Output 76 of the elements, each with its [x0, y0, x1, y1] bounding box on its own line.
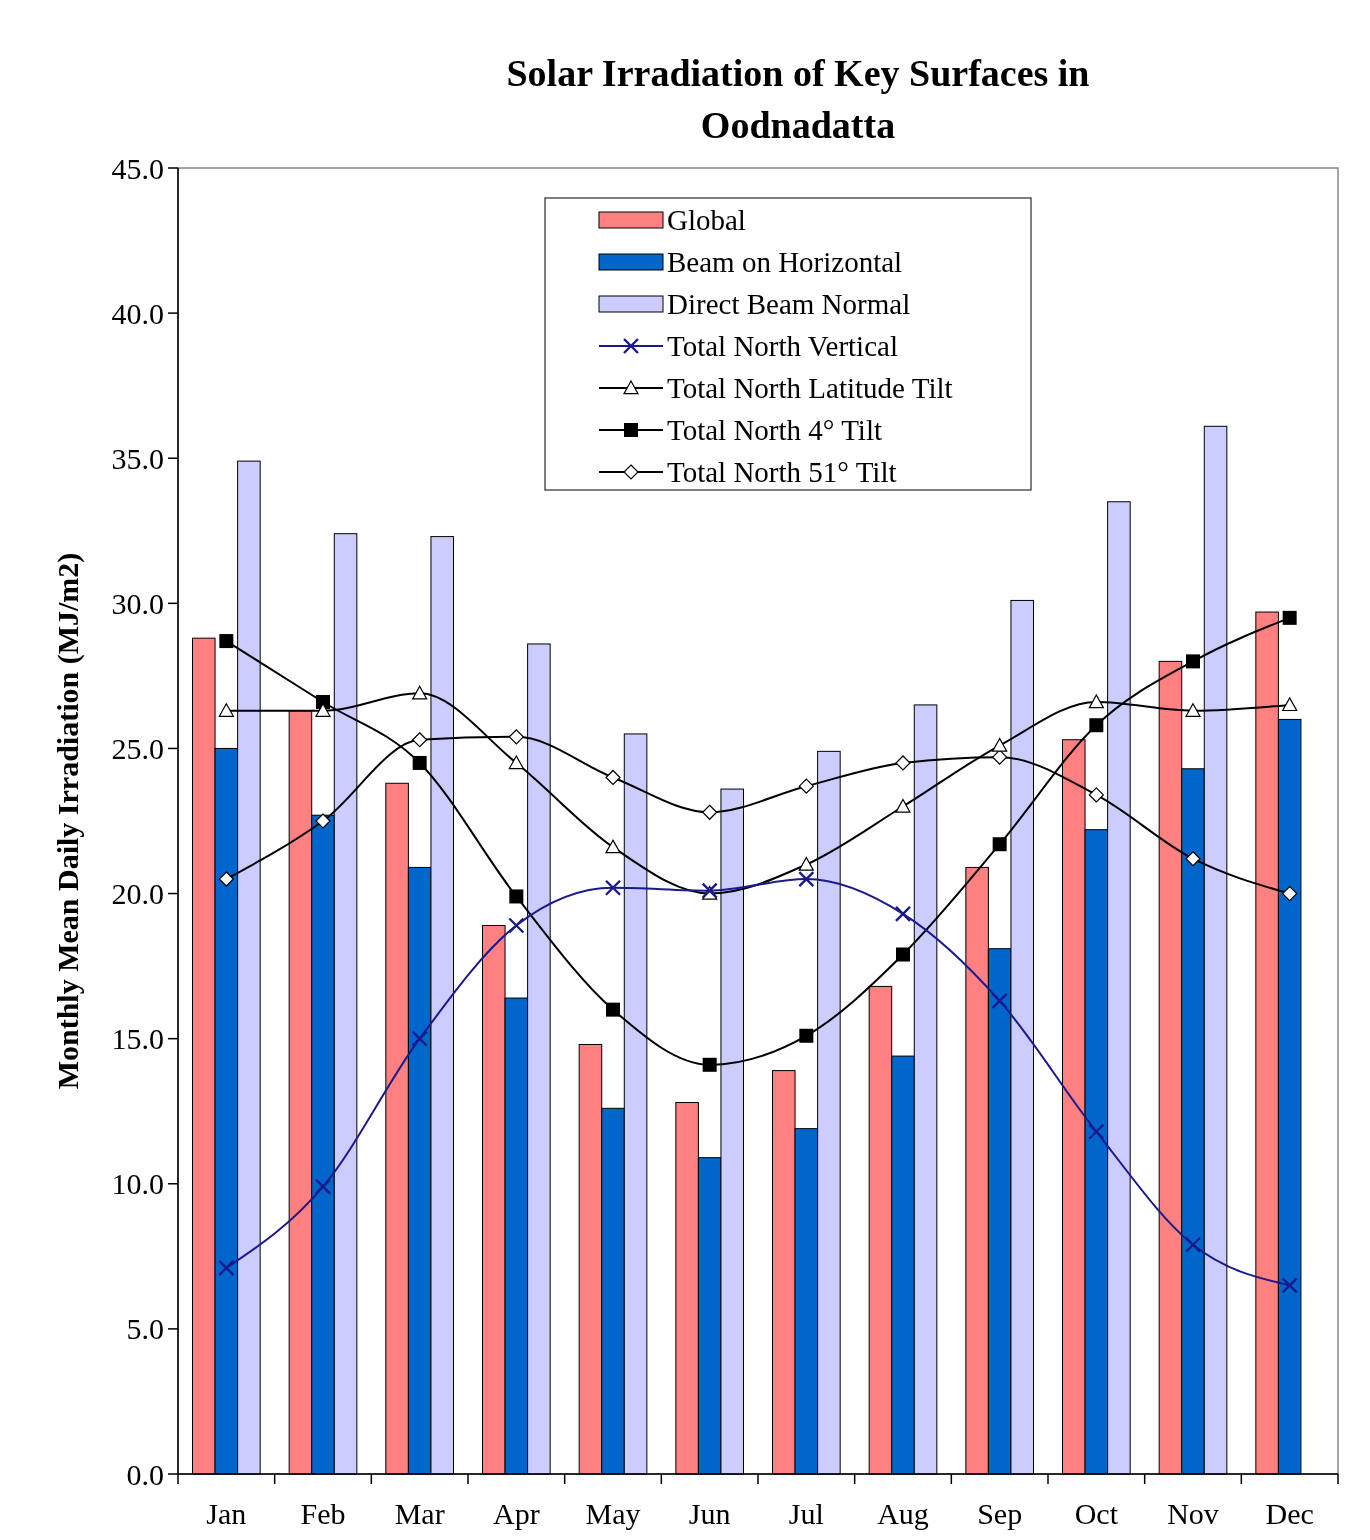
point [992, 837, 1007, 852]
x-tick-label: May [585, 1497, 641, 1530]
y-tick-label: 10.0 [111, 1167, 164, 1201]
point [509, 889, 524, 904]
point [1089, 718, 1104, 733]
point [218, 703, 234, 717]
point [798, 870, 815, 888]
y-tick-label: 35.0 [111, 441, 164, 475]
point [1185, 851, 1201, 867]
point [315, 813, 331, 829]
point [508, 755, 524, 770]
point [218, 871, 234, 887]
x-tick-label: Apr [493, 1497, 540, 1530]
legend-label: Total North 51° Tilt [667, 456, 897, 489]
point [991, 992, 1008, 1010]
legend-label: Global [667, 204, 746, 237]
x-tick-label: Oct [1074, 1497, 1119, 1530]
point [508, 917, 525, 934]
point [219, 634, 234, 649]
x-tick-label: Mar [394, 1497, 445, 1530]
point [992, 737, 1008, 752]
point [508, 729, 524, 745]
point [411, 1030, 428, 1047]
point [412, 755, 427, 770]
x-tick-label: Aug [877, 1497, 929, 1530]
point [605, 769, 621, 786]
x-tick-label: Feb [300, 1497, 346, 1530]
point [1281, 1277, 1298, 1294]
point [702, 1057, 717, 1072]
point [1282, 610, 1297, 625]
point [412, 685, 428, 700]
legend-label: Beam on Horizontal [667, 246, 903, 279]
point [798, 856, 814, 871]
y-tick-label: 45.0 [111, 151, 164, 185]
point [314, 1178, 332, 1195]
point [895, 755, 911, 771]
point [702, 804, 718, 820]
point [992, 749, 1008, 765]
legend-label: Total North Latitude Tilt [667, 372, 953, 405]
x-tick-label: Jul [788, 1497, 824, 1530]
point [894, 905, 912, 923]
x-tick-label: Dec [1265, 1497, 1314, 1530]
point [799, 1028, 814, 1043]
point [604, 879, 622, 896]
y-tick-label: 20.0 [111, 877, 164, 911]
legend-label: Total North 4° Tilt [667, 414, 883, 447]
point [1088, 1123, 1105, 1140]
point [218, 1259, 235, 1277]
y-tick-label: 30.0 [111, 586, 164, 620]
y-tick-label: 5.0 [126, 1312, 164, 1346]
chart-title: Solar Irradiation of Key Surfaces in Oodnadatta [506, 52, 1090, 146]
point [412, 732, 428, 748]
y-tick-label: 25.0 [111, 731, 164, 765]
point [315, 703, 331, 717]
point [895, 798, 911, 813]
x-tick-label: Nov [1167, 1497, 1219, 1530]
y-axis-title: Monthly Mean Daily Irradiation (MJ/m2) [51, 552, 85, 1090]
y-tick-label: 15.0 [111, 1022, 164, 1056]
point [1185, 703, 1201, 717]
legend-label: Direct Beam Normal [667, 288, 911, 321]
point [1088, 787, 1104, 803]
legend-label: Total North Vertical [667, 330, 898, 363]
point [1186, 654, 1200, 669]
point [1184, 1236, 1202, 1253]
point [798, 778, 814, 794]
y-tick-label: 0.0 [126, 1457, 164, 1491]
point [1282, 697, 1298, 712]
point [896, 947, 910, 962]
point [605, 839, 621, 854]
x-tick-label: Jun [688, 1497, 731, 1530]
x-tick-label: Jan [206, 1497, 247, 1530]
y-tick-label: 40.0 [111, 296, 164, 330]
x-tick-label: Sep [977, 1497, 1023, 1530]
point [606, 1002, 620, 1017]
point [1282, 885, 1298, 902]
point [1088, 694, 1104, 709]
